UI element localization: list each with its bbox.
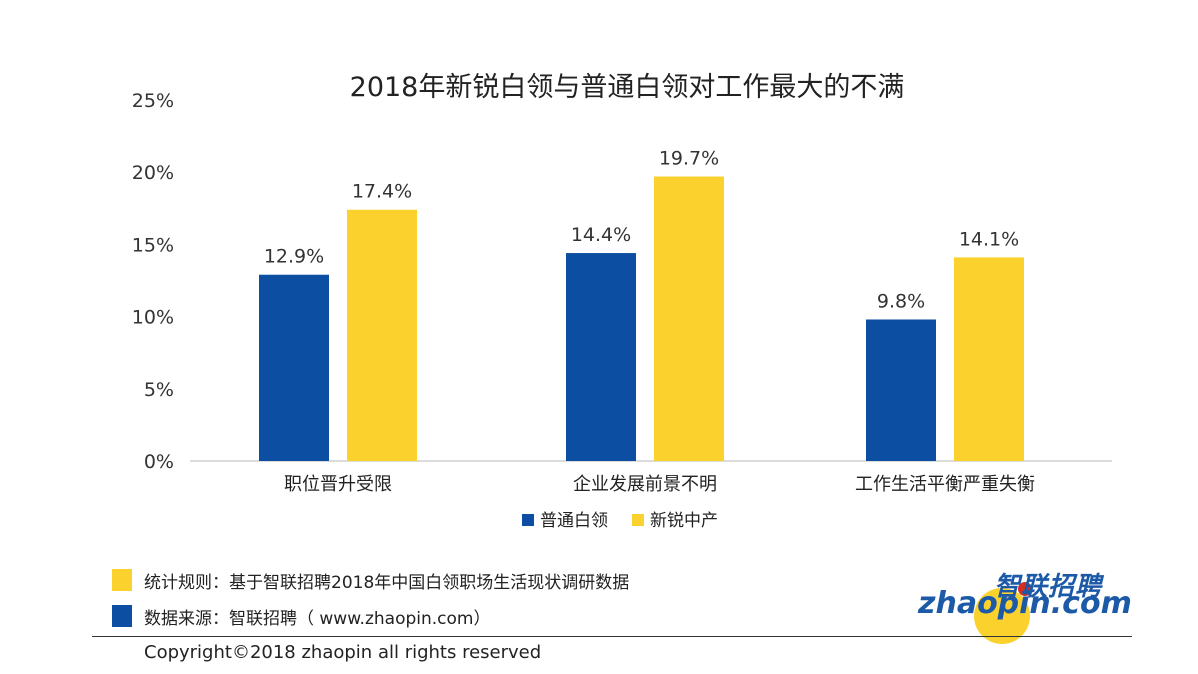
legend-label: 普通白领 [540,511,608,531]
legend-swatch [632,514,644,526]
logo-ball-icon [974,588,1030,644]
category-label: 工作生活平衡严重失衡 [855,474,1035,495]
footer-rule-text: 统计规则：基于智联招聘2018年中国白领职场生活现状调研数据 [144,572,630,593]
y-tick-label: 25% [132,90,174,112]
footer-source-swatch [112,605,132,627]
footer-rule-swatch [112,569,132,591]
y-tick-label: 20% [132,162,174,184]
category-label: 职位晋升受限 [284,474,392,495]
legend-swatch [522,514,534,526]
y-tick-label: 10% [132,307,174,329]
footer-source-text: 数据来源：智联招聘（ www.zhaopin.com） [144,608,491,629]
y-tick-label: 15% [132,234,174,256]
bar-chart: 2018年新锐白领与普通白领对工作最大的不满 0%5%10%15%20%25% … [132,72,1112,531]
bar-ordinary-0 [259,274,329,461]
copyright-text: Copyright©2018 zhaopin all rights reserv… [144,642,542,663]
y-tick-label: 5% [144,379,174,401]
bar-value-label: 17.4% [352,181,412,203]
footer-rule-note: 统计规则：基于智联招聘2018年中国白领职场生活现状调研数据 [112,566,629,594]
bar-new-1 [654,176,724,462]
logo-cn-text: 智联招聘 [994,572,1103,602]
legend-label: 新锐中产 [650,511,718,531]
bar-value-label: 9.8% [877,290,925,312]
bar-new-2 [954,257,1024,461]
y-tick-label: 0% [144,451,174,473]
logo-en-text: zhaopin.com [918,586,1132,621]
category-label: 企业发展前景不明 [573,474,717,495]
zhaopin-logo: 智联招聘 zhaopin.com [912,562,1132,644]
chart-title: 2018年新锐白领与普通白领对工作最大的不满 [350,72,905,103]
footer-divider [92,636,1132,637]
bar-value-label: 12.9% [264,246,324,268]
bar-new-0 [347,209,417,461]
bar-value-label: 14.1% [959,228,1019,250]
legend: 普通白领 新锐中产 [522,511,718,531]
logo-dot-icon [1018,582,1032,596]
bar-ordinary-1 [566,253,636,461]
bar-ordinary-2 [866,319,936,461]
bar-value-label: 19.7% [659,148,719,170]
bar-value-label: 14.4% [571,224,631,246]
footer-source-note: 数据来源：智联招聘（ www.zhaopin.com） [112,602,490,630]
